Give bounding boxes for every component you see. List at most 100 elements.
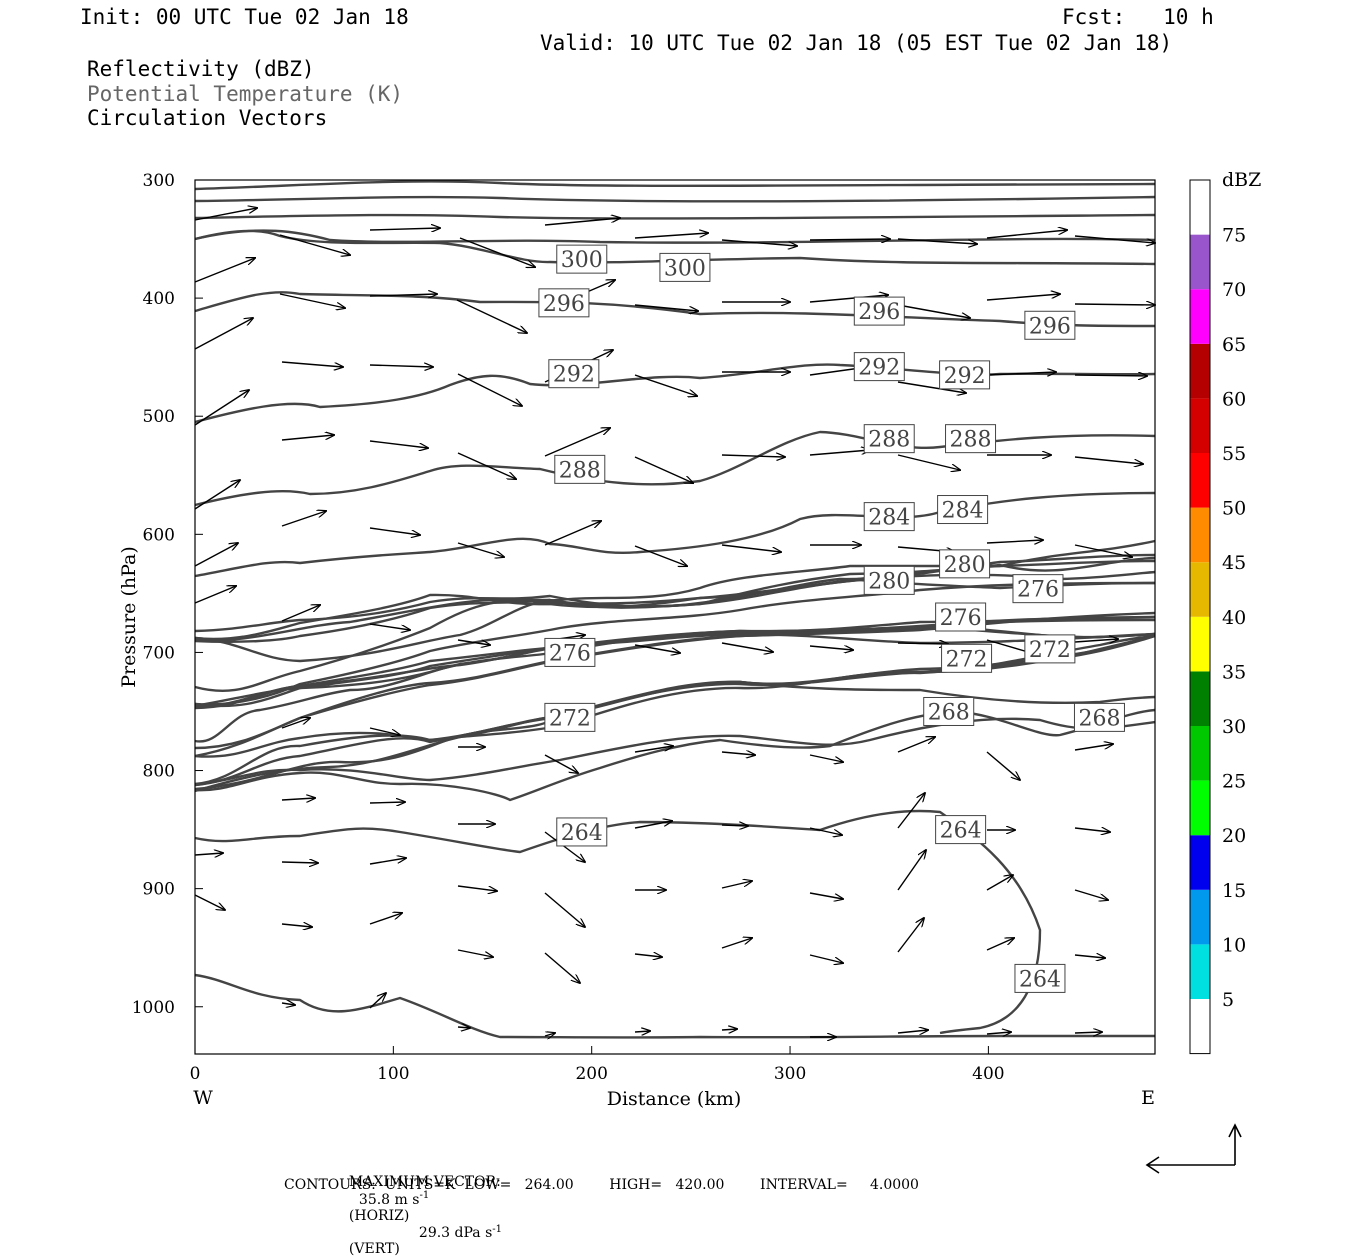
- horiz-tag: (HORIZ): [348, 1207, 410, 1224]
- y-tick-label: 600: [143, 525, 175, 545]
- contour-label-text: 272: [946, 647, 988, 672]
- isentrope-line: [194, 581, 1156, 706]
- contour-label: 296: [853, 296, 905, 326]
- circulation-vector: [809, 954, 843, 963]
- x-tick-label: 0: [190, 1064, 201, 1084]
- circulation-vector: [281, 924, 312, 927]
- contour-label-text: 264: [940, 819, 982, 844]
- contour-label: 300: [556, 244, 608, 274]
- circulation-vector: [457, 373, 522, 406]
- circulation-vector: [1074, 375, 1147, 376]
- contour-label-text: 280: [944, 553, 986, 578]
- isentrope-line: [194, 626, 1156, 708]
- circulation-vector: [369, 858, 406, 865]
- circulation-vector: [457, 542, 504, 557]
- y-tick-label: 800: [143, 762, 175, 782]
- colorbar-tick-label: 25: [1222, 771, 1246, 793]
- colorbar-tick-label: 45: [1222, 552, 1246, 574]
- y-tick-label: 700: [143, 643, 175, 663]
- init-time: Init: 00 UTC Tue 02 Jan 18: [80, 5, 409, 29]
- contour-label: 296: [538, 288, 590, 318]
- colorbar-swatch: [1190, 343, 1210, 399]
- field-potential-temperature: Potential Temperature (K): [87, 82, 404, 106]
- circulation-vector: [897, 1030, 928, 1033]
- forecast-hour: Fcst: 10 h: [1062, 5, 1214, 29]
- isentrope-line: [194, 291, 1156, 328]
- colorbar-swatch: [1190, 671, 1210, 726]
- circulation-vector: [634, 374, 697, 396]
- colorbar-tick-label: 60: [1222, 388, 1246, 410]
- circulation-vector: [634, 954, 662, 957]
- circulation-vector: [544, 521, 601, 546]
- contour-label: 264: [556, 817, 608, 847]
- colorbar-swatch: [1190, 616, 1210, 672]
- colorbar-tick-label: 20: [1222, 825, 1246, 847]
- circulation-vector: [634, 821, 672, 829]
- contour-label-text: 292: [944, 364, 986, 389]
- y-tick-label: 300: [143, 171, 175, 191]
- circulation-vector: [281, 718, 310, 729]
- colorbar-tick-label: 70: [1222, 279, 1246, 301]
- colorbar-tick-label: 55: [1222, 443, 1246, 465]
- circulation-vector: [1074, 304, 1155, 305]
- isentrope-line: [194, 809, 1042, 1035]
- circulation-vector: [544, 831, 585, 862]
- circulation-vector: [721, 938, 752, 949]
- contour-label-text: 272: [549, 706, 591, 731]
- contour-label: 292: [939, 360, 991, 390]
- circulation-vector: [1074, 456, 1143, 464]
- y-tick-label: 1000: [132, 998, 175, 1018]
- contour-label-text: 276: [940, 606, 982, 631]
- plot-frame: [194, 179, 1156, 1055]
- circulation-vector: [1074, 744, 1113, 751]
- contour-label: 284: [937, 495, 989, 525]
- contour-label-text: 296: [858, 300, 900, 325]
- colorbar-swatch: [1190, 780, 1210, 836]
- circulation-vector: [369, 294, 437, 296]
- colorbar-swatch: [1190, 234, 1210, 290]
- isentropes-deep: [194, 708, 1156, 1039]
- circulation-vector: [721, 642, 773, 652]
- contour-label: 280: [939, 549, 991, 579]
- circulation-vector: [809, 450, 870, 456]
- circulation-vector: [544, 754, 578, 773]
- isentrope-line: [194, 578, 1156, 692]
- contour-labels: 300 300 296 296 296 292 292 292 288 288 288 284 284 2…: [538, 244, 1125, 993]
- contour-label: 272: [941, 643, 993, 673]
- isentropes-lower: [194, 626, 1156, 787]
- circulation-vector: [897, 304, 970, 318]
- circulation-vector: [1074, 235, 1155, 243]
- contour-label-text: 292: [553, 363, 595, 388]
- circulation-vector: [634, 545, 687, 566]
- max-vector-label: MAXIMUM VECTOR:: [348, 1174, 501, 1190]
- contours-summary: CONTOURS: UNITS=K LOW= 264.00 HIGH= 420.…: [284, 1177, 919, 1193]
- y-tick-label: 900: [143, 880, 175, 900]
- contour-label: 264: [1014, 963, 1066, 993]
- isentrope-line: [194, 430, 1156, 507]
- isentrope-line: [194, 213, 1156, 220]
- y-axis-label: Pressure (hPa): [118, 546, 140, 688]
- circulation-vector: [897, 850, 926, 891]
- x-tick-label: 300: [774, 1064, 806, 1084]
- circulation-vector: [459, 237, 535, 267]
- circulation-vector: [369, 228, 440, 230]
- circulation-vector: [634, 1031, 650, 1032]
- circulation-vector: [634, 456, 693, 483]
- contour-label-text: 272: [1029, 638, 1071, 663]
- isentrope-line: [194, 615, 1156, 710]
- colorbar-tick-label: 65: [1222, 334, 1246, 356]
- circulation-vector: [544, 952, 580, 983]
- contour-label-text: 296: [1029, 314, 1071, 339]
- field-circulation-vectors: Circulation Vectors: [87, 106, 328, 130]
- colorbar-swatch: [1190, 180, 1210, 235]
- contour-label-text: 268: [928, 700, 970, 725]
- isentrope-line: [194, 363, 1156, 424]
- circulation-vector: [634, 233, 708, 239]
- circulation-vector: [544, 892, 585, 927]
- colorbar-swatch: [1190, 835, 1210, 890]
- contour-label: 264: [935, 815, 987, 845]
- circulation-vector: [721, 752, 755, 755]
- circulation-vector: [194, 586, 236, 604]
- colorbar-tick-label: 5: [1222, 989, 1234, 1011]
- isentrope-line: [194, 973, 1155, 1039]
